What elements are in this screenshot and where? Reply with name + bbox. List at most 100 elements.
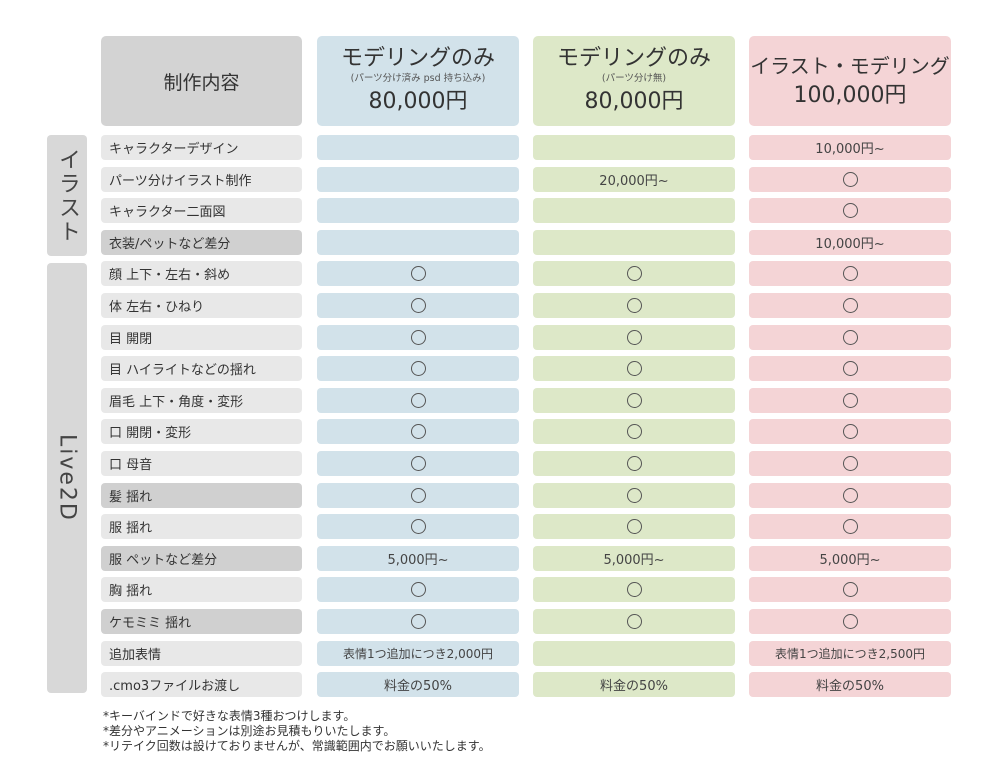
plan-subtitle: (パーツ分け無) <box>601 73 667 84</box>
plan-cell <box>749 419 951 444</box>
plan-cell <box>533 419 735 444</box>
row-label: 髪 揺れ <box>101 483 302 508</box>
included-circle-icon <box>626 424 642 439</box>
plan-cell <box>749 198 951 223</box>
cell-value: 料金の50% <box>816 679 884 694</box>
plan-cell <box>533 135 735 160</box>
plan-cell <box>533 230 735 255</box>
plan-cell <box>533 514 735 539</box>
footnotes: *キーバインドで好きな表情3種おつけします。 *差分やアニメーションは別途お見積… <box>103 709 491 754</box>
plan-cell <box>317 483 519 508</box>
plan-cell <box>317 451 519 476</box>
row-label: 服 ペットなど差分 <box>101 546 302 571</box>
plan-cell <box>749 356 951 381</box>
plan-cell <box>317 135 519 160</box>
row-label: 胸 揺れ <box>101 577 302 602</box>
included-circle-icon <box>410 424 426 439</box>
cell-value: 5,000円~ <box>819 553 881 568</box>
plan-cell <box>749 577 951 602</box>
included-circle-icon <box>842 361 858 376</box>
included-circle-icon <box>842 203 858 218</box>
plan-cell <box>317 609 519 634</box>
included-circle-icon <box>842 614 858 629</box>
plan-cell <box>533 325 735 350</box>
plan-cell <box>533 451 735 476</box>
plan-cell <box>317 325 519 350</box>
cell-value: 表情1つ追加につき2,000円 <box>343 647 493 661</box>
included-circle-icon <box>842 298 858 313</box>
header-label-cell: 制作内容 <box>101 36 302 126</box>
included-circle-icon <box>626 456 642 471</box>
plan-cell: 20,000円~ <box>533 167 735 192</box>
plan-cell <box>749 293 951 318</box>
included-circle-icon <box>626 298 642 313</box>
included-circle-icon <box>410 330 426 345</box>
row-label: 口 開閉・変形 <box>101 419 302 444</box>
plan-cell <box>749 325 951 350</box>
cell-value: 10,000円~ <box>815 237 885 252</box>
plan-cell <box>317 293 519 318</box>
plan-cell <box>317 577 519 602</box>
included-circle-icon <box>410 266 426 281</box>
plan-cell <box>533 609 735 634</box>
plan-cell: 料金の50% <box>317 672 519 697</box>
included-circle-icon <box>626 393 642 408</box>
plan-cell <box>749 451 951 476</box>
plan-cell <box>749 388 951 413</box>
included-circle-icon <box>626 330 642 345</box>
footnote: *キーバインドで好きな表情3種おつけします。 <box>103 709 356 723</box>
row-label: 口 母音 <box>101 451 302 476</box>
plan-price: 80,000円 <box>368 89 468 114</box>
included-circle-icon <box>626 266 642 281</box>
plan-header-modeling-noparts: モデリングのみ (パーツ分け無) 80,000円 <box>533 36 735 126</box>
cell-value: 料金の50% <box>384 679 452 694</box>
plan-cell <box>749 514 951 539</box>
included-circle-icon <box>842 172 858 187</box>
included-circle-icon <box>410 614 426 629</box>
row-label: 目 ハイライトなどの揺れ <box>101 356 302 381</box>
plan-subtitle: (パーツ分け済み psd 持ち込み) <box>350 73 486 84</box>
included-circle-icon <box>626 614 642 629</box>
included-circle-icon <box>410 456 426 471</box>
plan-cell <box>749 483 951 508</box>
cell-value: 5,000円~ <box>387 553 449 568</box>
plan-cell <box>317 356 519 381</box>
included-circle-icon <box>410 488 426 503</box>
included-circle-icon <box>842 424 858 439</box>
cell-value: 5,000円~ <box>603 553 665 568</box>
plan-title: イラスト・モデリング <box>750 53 950 78</box>
plan-cell <box>749 609 951 634</box>
plan-cell <box>749 167 951 192</box>
row-label: キャラクター二面図 <box>101 198 302 223</box>
plan-title: モデリングのみ <box>340 46 495 71</box>
group-label-live2d-text: Live2D <box>54 434 80 522</box>
row-label: 眉毛 上下・角度・変形 <box>101 388 302 413</box>
group-label-illust: イラスト <box>47 135 87 256</box>
plan-cell: 10,000円~ <box>749 135 951 160</box>
plan-cell: 料金の50% <box>749 672 951 697</box>
included-circle-icon <box>410 361 426 376</box>
row-label: 顔 上下・左右・斜め <box>101 261 302 286</box>
plan-cell: 10,000円~ <box>749 230 951 255</box>
plan-cell <box>749 261 951 286</box>
row-label: .cmo3ファイルお渡し <box>101 672 302 697</box>
plan-cell <box>533 483 735 508</box>
cell-value: 料金の50% <box>600 679 668 694</box>
included-circle-icon <box>842 266 858 281</box>
plan-cell <box>317 388 519 413</box>
included-circle-icon <box>410 582 426 597</box>
included-circle-icon <box>842 330 858 345</box>
row-label: 服 揺れ <box>101 514 302 539</box>
plan-cell <box>533 356 735 381</box>
plan-cell <box>533 641 735 666</box>
group-label-illust-text: イラスト <box>55 147 80 244</box>
included-circle-icon <box>410 519 426 534</box>
included-circle-icon <box>626 361 642 376</box>
included-circle-icon <box>626 488 642 503</box>
included-circle-icon <box>410 298 426 313</box>
plan-cell <box>533 388 735 413</box>
cell-value: 表情1つ追加につき2,500円 <box>775 647 925 661</box>
included-circle-icon <box>626 582 642 597</box>
included-circle-icon <box>626 519 642 534</box>
row-label: ケモミミ 揺れ <box>101 609 302 634</box>
